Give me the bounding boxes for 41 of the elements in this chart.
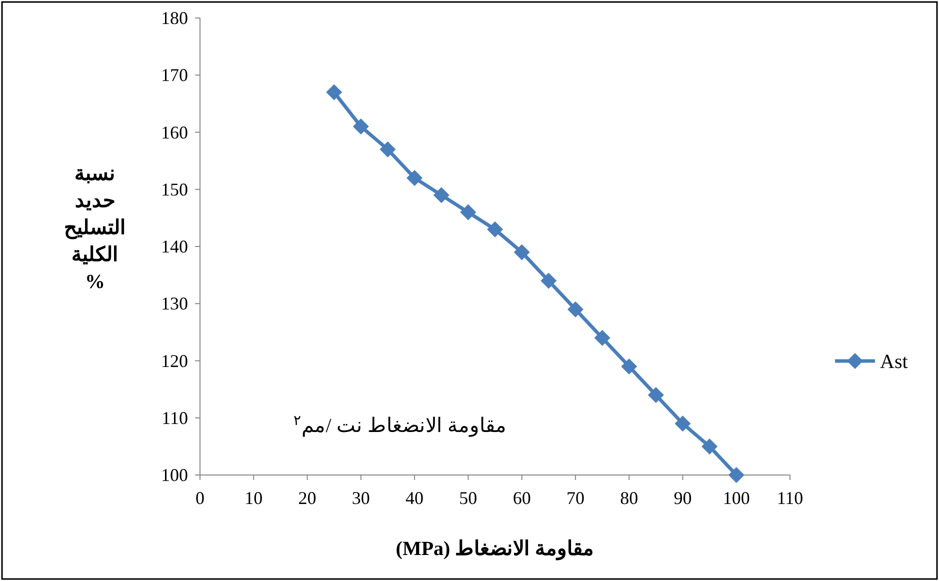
x-tick-label: 20	[298, 488, 316, 508]
y-tick-label: 140	[161, 236, 188, 256]
point	[326, 84, 342, 100]
point	[648, 387, 664, 404]
point	[702, 438, 718, 454]
y-tick-label: 180	[161, 8, 188, 28]
annotation: مقاومة الانضغاط نت /مم$^{٢}$	[294, 414, 506, 437]
point	[594, 330, 610, 346]
point	[460, 204, 476, 220]
legend-label: Ast	[880, 351, 908, 373]
y-tick-label: 100	[161, 465, 188, 485]
y-tick-label: 130	[161, 294, 188, 314]
point	[728, 467, 744, 483]
point	[567, 301, 584, 318]
point	[621, 358, 638, 374]
x-tick-label: 10	[244, 488, 263, 508]
y-tick-label: 170	[161, 65, 188, 86]
x-tick-label: 70	[566, 488, 584, 508]
point	[352, 118, 369, 135]
x-tick-label: 40	[406, 488, 424, 508]
point	[433, 187, 450, 204]
point	[674, 416, 691, 432]
x-tick-label: 90	[674, 488, 692, 508]
x-tick-label: 0	[196, 488, 204, 508]
y-tick-label: 120	[161, 350, 188, 371]
y-tick-label: 160	[161, 122, 188, 142]
x-tick-label: 30	[352, 488, 370, 508]
point	[380, 141, 396, 158]
y-axis-title: نسبة حديد التسليح الكلية %	[64, 163, 126, 293]
point	[406, 170, 423, 186]
point	[540, 272, 557, 289]
x-tick-label: 60	[512, 488, 531, 508]
x-tick-label: 100	[722, 488, 750, 508]
y-tick-label: 110	[162, 408, 188, 428]
x-tick-label: 50	[459, 488, 478, 508]
point	[487, 221, 503, 238]
x-tick-label: 80	[620, 488, 638, 508]
x-tick-label: 110	[776, 488, 804, 508]
point	[514, 244, 530, 260]
y-tick-label: 150	[161, 179, 188, 200]
x-axis-title: مقاومة الانضغاط (MPa)	[396, 538, 594, 561]
